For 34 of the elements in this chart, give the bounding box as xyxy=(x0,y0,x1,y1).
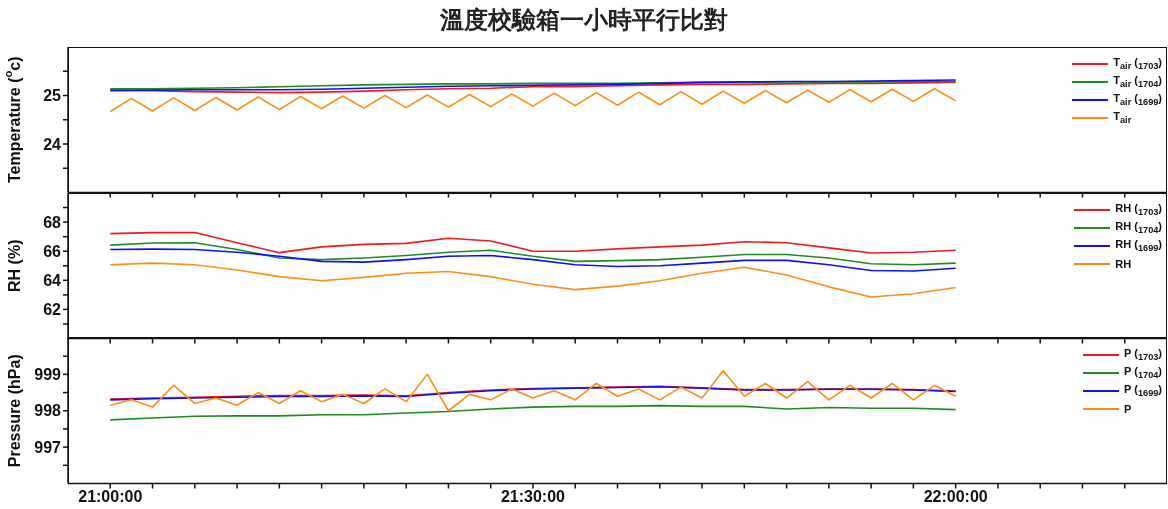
legend-label: T$_{air}$ xyxy=(1113,110,1132,126)
y-tick-label: 24 xyxy=(43,135,62,153)
legend-label: P ($_{1699}$) xyxy=(1124,383,1162,399)
legend-label: P ($_{1703}$) xyxy=(1124,347,1162,363)
y-tick-label: 68 xyxy=(43,213,62,231)
line-series xyxy=(109,369,957,412)
chart-title: 溫度校驗箱一小時平行比對 xyxy=(439,5,729,36)
legend-label: RH ($_{1703}$) xyxy=(1115,201,1162,218)
y-tick-label: 64 xyxy=(43,271,62,289)
legend-label: P ($_{1704}$) xyxy=(1124,365,1162,381)
legend-label: RH ($_{1699}$) xyxy=(1115,237,1162,254)
x-tick-label: 22:00:00 xyxy=(923,487,988,505)
y-tick-label: 62 xyxy=(43,300,62,318)
line-series xyxy=(109,87,957,113)
y-tick-label: 66 xyxy=(43,242,62,260)
y-tick-label: 25 xyxy=(43,87,62,105)
line-series xyxy=(109,231,957,254)
legend-label: P xyxy=(1124,403,1132,415)
y-tick-label: 997 xyxy=(34,438,62,456)
line-series xyxy=(109,241,957,266)
y-tick-label: 999 xyxy=(34,366,62,384)
legend-label: T$_{air}$ ($_{1703}$) xyxy=(1113,56,1162,72)
legend-label: RH xyxy=(1115,257,1132,270)
x-tick-label: 21:00:00 xyxy=(78,487,143,505)
y-axis-title: RH (%) xyxy=(5,239,23,292)
y-axis-title: Pressure (hPa) xyxy=(5,354,23,468)
line-series xyxy=(109,261,957,298)
legend-label: T$_{air}$ ($_{1704}$) xyxy=(1113,74,1162,90)
legend-label: T$_{air}$ ($_{1699}$) xyxy=(1113,92,1162,108)
line-series xyxy=(109,247,957,272)
legend-label: RH ($_{1704}$) xyxy=(1115,219,1162,236)
y-tick-label: 998 xyxy=(34,402,62,420)
line-series xyxy=(109,404,957,421)
x-tick-label: 21:30:00 xyxy=(500,487,566,505)
